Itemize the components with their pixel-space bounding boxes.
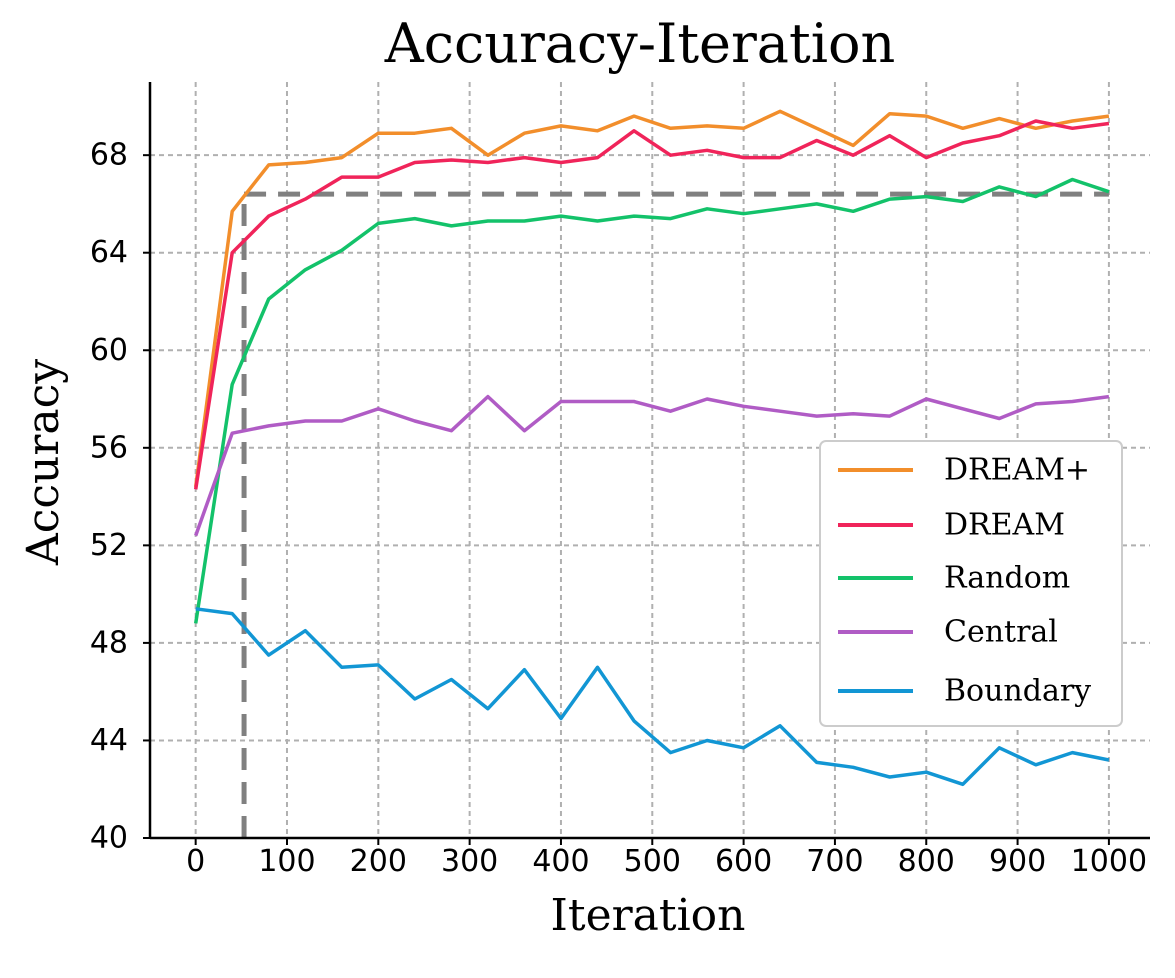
series-line-dream [193,119,1110,490]
legend-label: DREAM [944,508,1065,543]
x-tick-label: 200 [350,844,407,879]
x-tick-label: 600 [715,844,772,879]
y-tick-label: 64 [90,235,128,270]
x-tick-label: 1000 [1071,844,1147,879]
y-tick-label: 56 [90,430,128,465]
y-tick-label: 68 [90,138,128,173]
legend-label: DREAM+ [944,453,1090,488]
legend-label: Central [944,615,1058,650]
legend: DREAM+ DREAM Random Central Boundary [819,440,1123,727]
x-tick-label: 500 [624,844,681,879]
series-lines [193,109,1110,787]
y-axis-label: Accuracy [18,359,69,566]
x-tick-label: 100 [258,844,315,879]
reference-lines [241,191,1109,838]
legend-label: Random [944,561,1070,596]
x-tick-label: 900 [989,844,1046,879]
x-tick-label: 700 [806,844,863,879]
x-tick-label: 300 [441,844,498,879]
y-tick-label: 44 [90,723,128,758]
legend-box [819,440,1123,727]
y-tick-label: 48 [90,625,128,660]
x-tick-label: 0 [186,844,205,879]
y-tick-label: 40 [90,821,128,856]
x-axis-label: Iteration [551,890,746,941]
series-line-boundary [195,607,1110,787]
x-tick-label: 400 [532,844,589,879]
series-line-dream-plus [193,109,1110,488]
series-line-central [194,394,1110,537]
chart-title: Accuracy-Iteration [384,12,896,75]
tick-labels: 0 100 200 300 400 500 600 700 800 900 1000 40 44 48 52… [90,138,1147,879]
x-tick-label: 800 [898,844,955,879]
series-line-random [193,177,1110,624]
legend-label: Boundary [944,674,1091,709]
y-tick-label: 52 [90,528,128,563]
axes [148,82,1150,840]
y-tick-label: 60 [90,333,128,368]
